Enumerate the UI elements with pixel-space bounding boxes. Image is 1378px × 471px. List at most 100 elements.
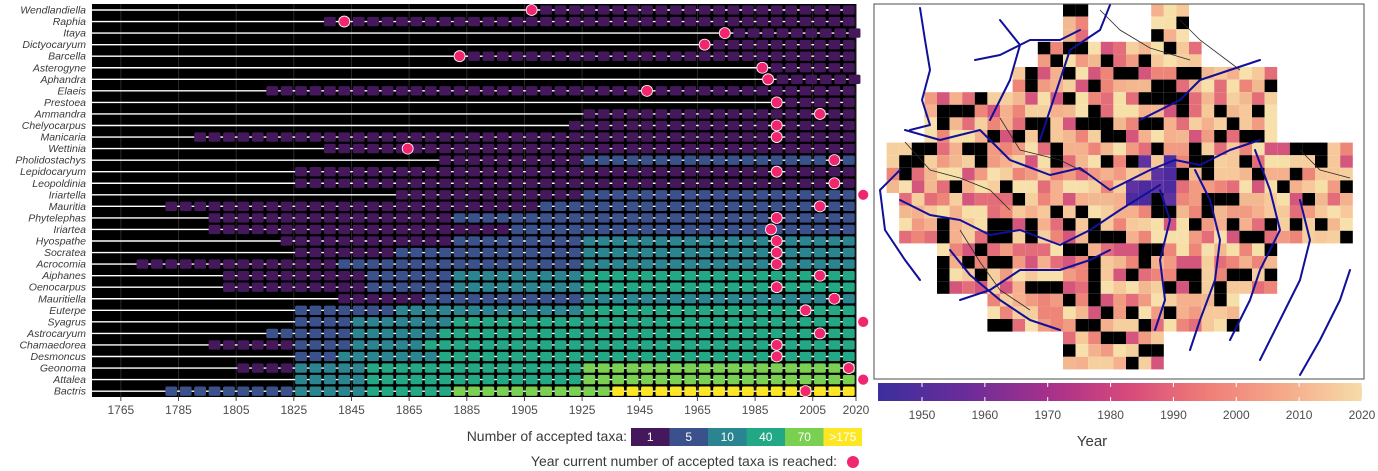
country-border: [1099, 9, 1191, 61]
map-cell: [1189, 306, 1202, 319]
map-cell: [1176, 41, 1189, 55]
taxa-cell: [713, 132, 725, 142]
taxa-cell: [799, 317, 812, 327]
colorbar-tick-label: 2010: [1286, 408, 1313, 422]
taxa-cell: [439, 259, 452, 269]
map-cell: [911, 193, 925, 206]
taxa-cell: [338, 340, 351, 350]
map-cell: [1025, 218, 1038, 231]
map-cell: [1163, 193, 1177, 206]
taxa-cell: [828, 247, 841, 258]
taxa-cell: [439, 247, 452, 258]
taxa-cell: [367, 374, 380, 385]
taxa-cell: [785, 109, 798, 119]
taxa-cell: [698, 143, 711, 154]
taxa-cell: [756, 305, 769, 315]
taxa-cell: [309, 132, 322, 142]
taxa-cell: [785, 190, 798, 200]
reach-year-dot: [756, 61, 769, 74]
map-cell: [1075, 306, 1089, 319]
map-cell: [1201, 319, 1215, 332]
taxa-cell: [396, 86, 408, 96]
map-cell: [1037, 256, 1051, 269]
map-cell: [1289, 167, 1303, 181]
taxa-cell: [453, 259, 466, 269]
taxa-cell: [814, 340, 826, 350]
map-cell: [1151, 4, 1164, 17]
taxa-cell: [511, 51, 524, 61]
taxa-cell: [612, 305, 625, 315]
taxa-cell: [554, 282, 567, 292]
taxa-cell: [799, 259, 812, 269]
taxa-cell: [568, 270, 581, 281]
taxa-cell: [381, 143, 394, 154]
taxa-cell: [323, 247, 336, 258]
taxa-cell: [583, 236, 596, 246]
reach-year-dot: [770, 246, 783, 259]
taxa-cell: [482, 190, 495, 200]
map-cell: [1113, 256, 1126, 269]
taxa-cell: [352, 167, 365, 177]
taxa-cell: [208, 386, 221, 396]
taxa-cell: [468, 16, 480, 27]
taxa-cell: [482, 282, 495, 292]
x-tick-label: 1765: [107, 403, 134, 417]
taxa-cell: [568, 247, 581, 258]
taxa-cell: [410, 86, 423, 96]
map-cell: [1176, 54, 1189, 67]
map-cell: [1063, 193, 1076, 206]
taxa-cell: [568, 86, 581, 96]
taxa-cell: [776, 28, 789, 38]
map-cell: [1075, 218, 1089, 231]
taxa-cell: [568, 305, 581, 315]
map-cell: [1239, 167, 1252, 181]
taxa-cell: [741, 213, 754, 223]
map-cell: [1100, 331, 1114, 345]
taxa-cell: [540, 143, 552, 154]
dot-legend-marker: [847, 456, 859, 468]
taxa-cell: [496, 374, 509, 385]
river-line: [904, 129, 1261, 191]
map-cell: [987, 256, 1000, 269]
map-cell: [1264, 67, 1278, 80]
taxa-cell: [597, 270, 610, 281]
map-cell: [1340, 205, 1353, 219]
taxa-cell: [814, 167, 826, 177]
taxa-cell: [511, 213, 524, 223]
taxa-cell: [727, 86, 740, 96]
map-cell: [1088, 268, 1101, 282]
map-cell: [1012, 79, 1026, 93]
map-cell: [1214, 104, 1227, 118]
taxa-cell: [727, 340, 740, 350]
taxa-cell: [684, 294, 697, 304]
taxa-cell: [641, 282, 653, 292]
map-cell: [1113, 54, 1126, 67]
map-cell: [1000, 142, 1013, 156]
taxa-cell: [439, 236, 452, 246]
taxa-cell: [684, 247, 697, 258]
taxa-cell: [554, 305, 567, 315]
taxa-cell: [482, 201, 495, 212]
map-cell: [1315, 218, 1328, 231]
taxa-cell: [208, 224, 221, 235]
map-cell: [1277, 167, 1290, 181]
map-cell: [1025, 130, 1038, 143]
map-cell: [937, 180, 950, 193]
taxa-cell: [597, 201, 610, 212]
taxa-cell: [626, 167, 639, 177]
map-cell: [1138, 268, 1152, 282]
map-cell: [1239, 218, 1252, 231]
taxa-cell: [785, 63, 798, 73]
taxa-cell: [468, 190, 480, 200]
taxa-cell: [223, 224, 235, 235]
taxa-cell: [410, 317, 423, 327]
taxa-cell: [309, 247, 322, 258]
map-cell: [1012, 180, 1026, 193]
taxa-cell: [468, 305, 480, 315]
taxa-cell: [540, 224, 552, 235]
map-cell: [1226, 193, 1240, 206]
map-cell: [1264, 142, 1278, 156]
map-cell: [1327, 218, 1341, 231]
taxa-cell: [540, 374, 552, 385]
taxa-cell: [669, 328, 682, 339]
